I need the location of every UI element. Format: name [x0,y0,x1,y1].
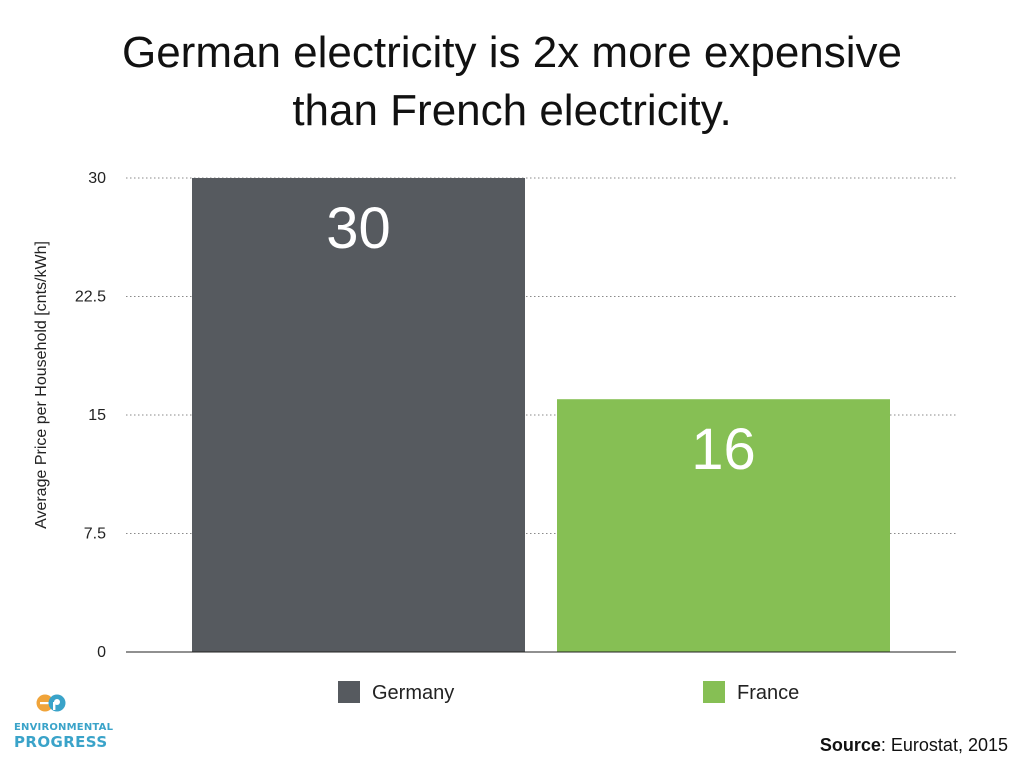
y-tick-label: 22.5 [75,289,106,306]
legend-label-france: France [737,682,799,704]
y-tick-label: 0 [97,644,106,661]
y-tick-label: 30 [88,170,106,187]
legend: Germany France [338,681,799,704]
chart-title-line-1: German electricity is 2x more expensive [121,28,903,77]
logo-line-1: ENVIRONMENTAL [14,722,114,733]
source-label: Source [819,735,881,755]
ep-logo-icon [36,694,66,712]
chart-title-line-2: than French electricity. [292,86,732,135]
logo-line-2: PROGRESS [14,733,108,751]
environmental-progress-logo: ENVIRONMENTAL PROGRESS [14,690,114,754]
data-label-france: 16 [691,417,756,482]
data-labels: 30 16 [326,196,756,482]
bar-france [557,399,890,652]
legend-label-germany: Germany [372,682,454,704]
legend-swatch-germany [338,681,360,703]
y-axis-title: Average Price per Household [cnts/kWh] [33,241,50,529]
source-note: Source: Eurostat, 2015 [820,735,1008,756]
bars [192,178,890,652]
y-tick-label: 15 [88,407,106,424]
y-tick-label: 7.5 [84,526,106,543]
y-axis-ticks: 0 7.5 15 22.5 30 [75,170,106,661]
bar-germany [192,178,525,652]
data-label-germany: 30 [326,196,391,261]
logo-text: ENVIRONMENTAL PROGRESS [14,720,114,750]
source-text: : Eurostat, 2015 [880,735,1008,755]
legend-swatch-france [703,681,725,703]
chart-title: German electricity is 2x more expensive … [40,24,984,140]
